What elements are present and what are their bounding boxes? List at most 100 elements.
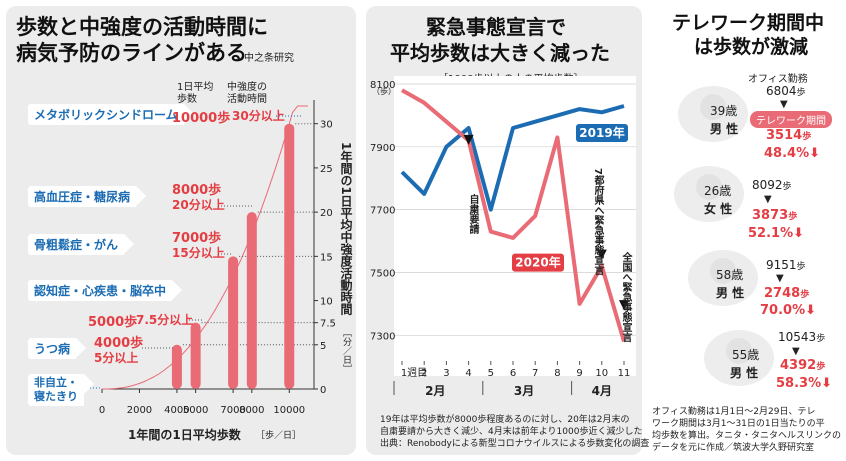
annotation-self-restraint: 自粛要請 [467, 194, 478, 234]
steps-dementia: 5000歩 [88, 315, 138, 330]
steps-metabolic: 10000歩 [172, 111, 231, 126]
series-label-bg-2019 [576, 123, 628, 142]
right-note-3: 均歩数を算出。タニタ・タニタヘルスリンクの [652, 431, 842, 441]
person-3-down-arrow-icon: ▼ [776, 273, 784, 284]
middle-y-unit: （歩） [372, 87, 396, 96]
person-1-silhouette [678, 86, 748, 142]
x-tick-label-6: 7 [532, 368, 538, 379]
left-title-line2: 病気予防のラインがある [16, 41, 247, 65]
office-label: オフィス勤務 [748, 74, 808, 85]
middle-title-line1: 緊急事態宣言で [426, 15, 566, 39]
annotation-arrow-icon-2 [619, 300, 629, 311]
person-4-drop: 58.3%⬇ [776, 376, 833, 391]
col-header-activity: 中強度の 活動時間 [227, 82, 267, 105]
y-tick-label-8100: 8100 [370, 80, 395, 91]
bar-7000 [228, 256, 239, 389]
left-title-line1: 歩数と中強度の活動時間に [16, 15, 268, 39]
annotation-7-prefectures: 7都府県へ緊急事態宣言 [592, 168, 603, 275]
y-tick-label-10: 10 [320, 297, 333, 308]
person-3-drop: 70.0%⬇ [760, 303, 817, 318]
bar-10000 [284, 123, 295, 389]
person-3-silhouette [688, 250, 758, 306]
y-axis-label: 1年間の1日平均中強度活動時間 [339, 142, 353, 315]
person-4-silhouette [704, 330, 774, 386]
series-label-2019: 2019年 [579, 125, 624, 140]
series-line-2020年 [401, 88, 626, 343]
x-tick-label-3: 4 [465, 368, 471, 379]
series-label-bg-2020 [512, 253, 564, 272]
condition-depression: うつ病 [28, 338, 87, 359]
x-axis-unit: ［歩／日］ [256, 431, 302, 441]
x-tick-label-9: 10 [595, 368, 608, 379]
person-2-office: 8092歩 [752, 178, 792, 192]
series-line-2019年 [400, 104, 625, 212]
person-3-sex: 男 性 [716, 286, 745, 300]
steps-depression: 4000歩 [94, 336, 144, 351]
right-note-4: データを元に作成／筑波大学久野研究室 [652, 443, 815, 453]
person-2-drop: 52.1%⬇ [748, 226, 805, 241]
person-2-age: 26歳 [704, 184, 732, 198]
x-tick-label-1: 2 [421, 368, 427, 379]
source-label: 中之条研究 [244, 53, 294, 64]
x-tick-label-2: 3 [443, 368, 449, 379]
x-tick-label-4: 5 [488, 368, 494, 379]
minutes-hypertension: 20分以上 [172, 198, 225, 212]
y-tick-label-15: 15 [320, 252, 333, 263]
x-tick-label-8: 9 [576, 368, 582, 379]
middle-note-2: 自粛要請から大きく減少、4月末は前年より1000歩近く減少した [380, 427, 643, 437]
person-1-telework: 3514歩 [766, 128, 812, 143]
person-4-telework: 4392歩 [780, 358, 826, 373]
x-tick-label-2000: 2000 [127, 405, 152, 416]
right-note-2: ワーク期間は3月1〜31日の1日当たりの平 [652, 419, 825, 429]
y-tick-label-30: 30 [320, 120, 333, 131]
person-3-office: 9151歩 [766, 258, 806, 272]
person-1-down-arrow-icon: ▼ [780, 99, 788, 110]
condition-dementia: 認知症・心疾患・脳卒中 [28, 280, 183, 301]
middle-note-3: 出典：Renobodyによる新型コロナウイルスによる歩数変化の調査 [380, 439, 650, 449]
person-4-office: 10543歩 [778, 330, 826, 344]
x-tick-label-5000: 5000 [183, 405, 208, 416]
person-4-down-arrow-icon: ▼ [792, 346, 800, 357]
annotation-arrow-icon-0 [463, 134, 474, 145]
y-tick-label-7.5: 7.5 [320, 319, 336, 330]
bar-8000 [246, 212, 257, 389]
minutes-metabolic: 30分以上 [232, 109, 285, 123]
person-2-sex: 女 性 [704, 202, 733, 216]
month-label-0: 2月 [425, 384, 445, 398]
x-tick-label-8000: 8000 [239, 405, 264, 416]
annotation-arrow-icon-1 [596, 249, 607, 260]
person-1-sex: 男 性 [710, 122, 739, 136]
y-tick-label-25: 25 [320, 164, 333, 175]
x-tick-label-0: 1週目 [401, 367, 427, 379]
middle-panel: 緊急事態宣言で 平均歩数は大きく減った ［1000歩以上の人の平均歩数］ （歩）… [366, 6, 649, 455]
steps-hypertension: 8000歩 [172, 183, 222, 198]
right-note-1: オフィス勤務は1月1日〜2月29日、テレ [652, 407, 816, 417]
col-header-steps: 1日平均 歩数 [177, 82, 214, 105]
decrease-arrow-icon: ⬇ [809, 146, 821, 161]
telework-label: テレワーク期間 [750, 111, 832, 128]
bar-4000 [171, 344, 182, 389]
person-2-silhouette [674, 166, 744, 222]
person-2-telework: 3873歩 [752, 208, 798, 223]
y-tick-label-7900: 7900 [370, 143, 395, 154]
y-tick-label-7700: 7700 [370, 206, 395, 217]
condition-osteoporosis: 骨粗鬆症・がん [28, 234, 135, 255]
person-1-drop: 48.4%⬇ [764, 146, 821, 161]
y-tick-label-20: 20 [320, 208, 333, 219]
right-title-line2: は歩数が激減 [694, 36, 809, 58]
series-label-2020: 2020年 [515, 255, 560, 270]
x-tick-label-4000: 4000 [164, 405, 189, 416]
person-2-down-arrow-icon: ▼ [764, 194, 772, 205]
person-3-age: 58歳 [716, 268, 744, 282]
person-4-sex: 男 性 [730, 366, 759, 380]
y-tick-label-7500: 7500 [370, 268, 395, 279]
person-4-age: 55歳 [732, 348, 760, 362]
left-panel: 歩数と中強度の活動時間に 病気予防のラインがある 中之条研究 1日平均 歩数 中… [6, 6, 356, 455]
x-tick-label-10000: 10000 [273, 405, 305, 416]
annotation-nationwide: 全国へ緊急事態宣言 [620, 252, 631, 342]
steps-osteoporosis: 7000歩 [172, 231, 222, 246]
x-tick-label-7: 8 [554, 368, 560, 379]
x-tick-label-7000: 7000 [220, 405, 245, 416]
minutes-depression: 5分以上 [94, 351, 139, 365]
